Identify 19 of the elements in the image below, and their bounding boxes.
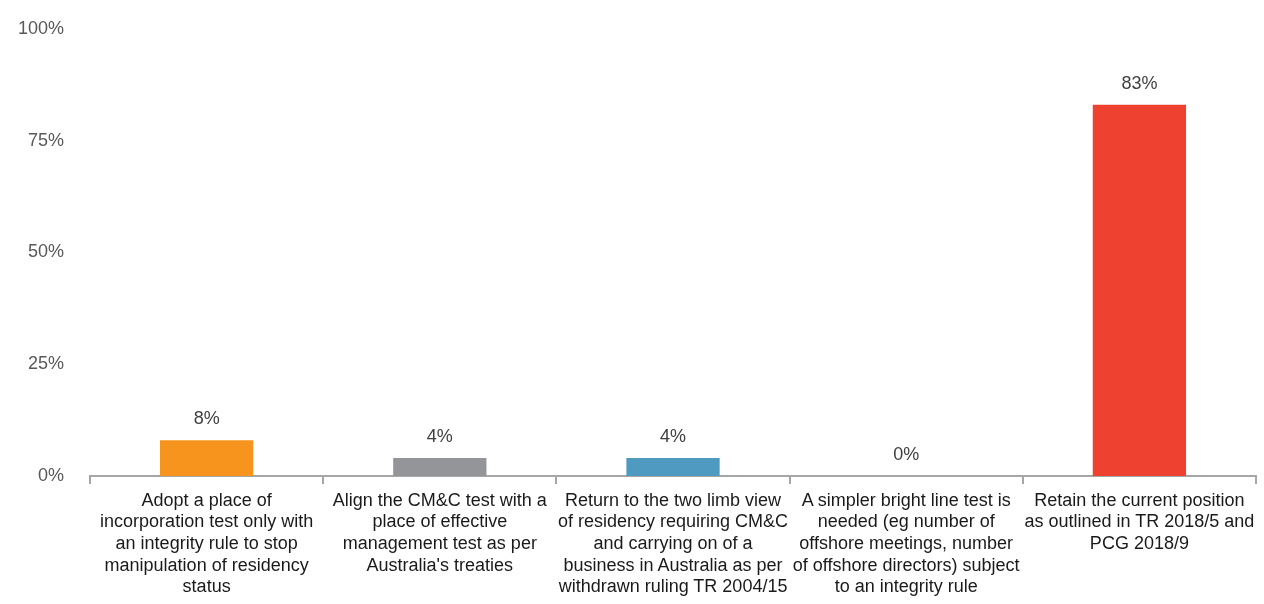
data-label: 4%	[660, 426, 687, 447]
y-tick-label: 50%	[28, 241, 65, 262]
data-label: 4%	[426, 426, 453, 447]
data-label: 83%	[1121, 72, 1158, 93]
y-tick-label: 25%	[28, 353, 65, 374]
x-tick-label: Return to the two limb view of residency requiring CM&C and carrying on of a business in Australia as per withdrawn ruling TR 2004/15	[557, 489, 789, 597]
x-tick-label: Align the CM&C test with a place of effective management test as per Australia's treaties	[332, 489, 548, 575]
x-tick-label: Retain the current position as outlined in TR 2018/5 and PCG 2018/9	[1024, 489, 1255, 553]
y-tick-label: 75%	[28, 129, 65, 150]
bar	[626, 458, 720, 476]
bar	[393, 458, 487, 476]
data-label: 8%	[193, 408, 220, 429]
x-tick-label: Adopt a place of incorporation test only with an integrity rule to stop manipulation of residency status	[100, 489, 314, 597]
bar	[160, 440, 254, 476]
y-tick-label: 0%	[38, 464, 65, 485]
bar	[1092, 104, 1187, 476]
x-tick-label: A simpler bright line test is needed (eg number of offshore meetings, number of offshore directors) subject to an integrity rule	[792, 489, 1020, 597]
data-label: 0%	[893, 443, 920, 464]
y-tick-label: 100%	[17, 17, 65, 38]
